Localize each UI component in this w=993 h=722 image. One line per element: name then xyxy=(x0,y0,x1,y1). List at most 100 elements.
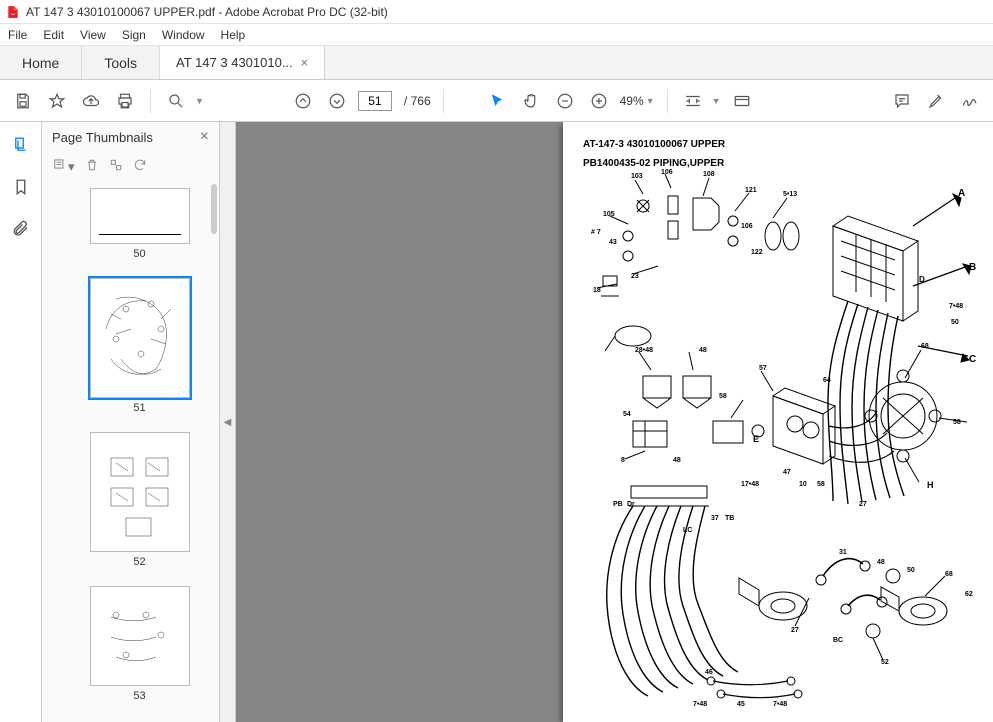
svg-text:E: E xyxy=(753,434,759,444)
svg-text:48: 48 xyxy=(673,457,681,464)
thumbnail-number: 52 xyxy=(90,556,190,568)
thumbnail-item[interactable]: 52 xyxy=(90,432,190,568)
svg-text:57: 57 xyxy=(759,365,767,372)
svg-text:52: 52 xyxy=(881,659,889,666)
svg-text:10: 10 xyxy=(799,481,807,488)
fit-dropdown-icon[interactable]: ▼ xyxy=(712,96,721,106)
close-panel-icon[interactable]: × xyxy=(200,128,209,146)
menu-sign[interactable]: Sign xyxy=(122,28,146,42)
comment-icon[interactable] xyxy=(889,88,915,114)
svg-text:18: 18 xyxy=(593,287,601,294)
find-icon[interactable] xyxy=(163,88,189,114)
zoom-select[interactable]: 49%▼ xyxy=(620,94,655,108)
svg-text:50: 50 xyxy=(951,319,959,326)
thumbnail-panel: Page Thumbnails × ▾ 50 51 xyxy=(42,122,220,722)
star-icon[interactable] xyxy=(44,88,70,114)
fit-width-icon[interactable] xyxy=(680,88,706,114)
svg-text:27: 27 xyxy=(791,627,799,634)
toolbar: ▼ / 766 49%▼ ▼ xyxy=(0,80,993,122)
svg-text:C: C xyxy=(969,354,976,365)
menu-window[interactable]: Window xyxy=(162,28,205,42)
svg-text:8: 8 xyxy=(621,457,625,464)
svg-text:TB: TB xyxy=(725,515,734,522)
trash-icon[interactable] xyxy=(85,158,99,175)
svg-text:45: 45 xyxy=(737,701,745,708)
svg-text:121: 121 xyxy=(745,187,757,194)
thumbnail-number: 50 xyxy=(90,248,190,260)
attachment-rail-icon[interactable] xyxy=(10,218,32,240)
svg-text:106: 106 xyxy=(741,223,753,230)
page-heading-1: AT-147-3 43010100067 UPPER xyxy=(583,138,981,151)
zoom-out-icon[interactable] xyxy=(552,88,578,114)
svg-text:62: 62 xyxy=(965,591,973,598)
svg-text:108: 108 xyxy=(703,171,715,178)
svg-text:31: 31 xyxy=(839,549,847,556)
document-area[interactable]: AT-147-3 43010100067 UPPER PB1400435-02 … xyxy=(236,122,993,722)
nav-home[interactable]: Home xyxy=(0,46,82,79)
thumbnail-item[interactable]: 53 xyxy=(90,586,190,702)
menu-help[interactable]: Help xyxy=(221,28,246,42)
svg-text:# 7: # 7 xyxy=(591,229,601,236)
panel-collapse-handle[interactable]: ◀ xyxy=(220,122,236,722)
highlight-icon[interactable] xyxy=(923,88,949,114)
window-title: AT 147 3 43010100067 UPPER.pdf - Adobe A… xyxy=(26,5,388,19)
svg-text:68: 68 xyxy=(945,571,953,578)
page-number-input[interactable] xyxy=(358,91,392,111)
svg-text:17•48: 17•48 xyxy=(741,481,759,488)
sign-icon[interactable] xyxy=(957,88,983,114)
zoom-in-icon[interactable] xyxy=(586,88,612,114)
svg-text:50: 50 xyxy=(907,567,915,574)
svg-text:58: 58 xyxy=(953,419,961,426)
select-tool-icon[interactable] xyxy=(484,88,510,114)
thumb-size-icon[interactable] xyxy=(109,158,123,175)
menu-edit[interactable]: Edit xyxy=(43,28,64,42)
thumbnail-tools: ▾ xyxy=(42,152,219,180)
rotate-icon[interactable] xyxy=(133,158,147,175)
window-titlebar: AT 147 3 43010100067 UPPER.pdf - Adobe A… xyxy=(0,0,993,24)
read-mode-icon[interactable] xyxy=(729,88,755,114)
page-total-label: / 766 xyxy=(404,94,431,108)
svg-text:48: 48 xyxy=(699,347,707,354)
svg-text:D: D xyxy=(919,275,925,284)
thumbnail-list[interactable]: 50 51 52 53 xyxy=(42,180,219,722)
workspace: Page Thumbnails × ▾ 50 51 xyxy=(0,122,993,722)
zoom-value: 49% xyxy=(620,94,644,108)
page-up-icon[interactable] xyxy=(290,88,316,114)
menu-view[interactable]: View xyxy=(80,28,106,42)
svg-text:48: 48 xyxy=(877,559,885,566)
document-tab[interactable]: AT 147 3 4301010... × xyxy=(160,46,325,79)
top-nav: Home Tools AT 147 3 4301010... × xyxy=(0,46,993,80)
hand-tool-icon[interactable] xyxy=(518,88,544,114)
print-icon[interactable] xyxy=(112,88,138,114)
svg-text:122: 122 xyxy=(751,249,763,256)
nav-tools[interactable]: Tools xyxy=(82,46,160,79)
scrollbar-thumb[interactable] xyxy=(211,184,217,234)
svg-text:23: 23 xyxy=(631,273,639,280)
thumbnail-item[interactable]: 51 xyxy=(90,278,190,414)
menu-file[interactable]: File xyxy=(8,28,27,42)
options-icon[interactable]: ▾ xyxy=(52,157,75,175)
svg-text:7•48: 7•48 xyxy=(693,701,707,708)
svg-text:46: 46 xyxy=(705,669,713,676)
cloud-upload-icon[interactable] xyxy=(78,88,104,114)
thumbnail-panel-title: Page Thumbnails xyxy=(52,130,153,145)
parts-diagram: 103105106 43108121 5•13106122 2318# 7 AB… xyxy=(573,166,983,721)
thumbnails-rail-icon[interactable] xyxy=(10,134,32,156)
thumbnail-panel-header: Page Thumbnails × xyxy=(42,122,219,152)
svg-text:LC: LC xyxy=(683,527,692,534)
svg-text:43: 43 xyxy=(609,239,617,246)
bookmark-rail-icon[interactable] xyxy=(10,176,32,198)
svg-text:106: 106 xyxy=(661,169,673,176)
close-tab-icon[interactable]: × xyxy=(301,55,309,70)
save-icon[interactable] xyxy=(10,88,36,114)
svg-text:B: B xyxy=(969,262,976,273)
svg-text:105: 105 xyxy=(603,211,615,218)
pdf-page: AT-147-3 43010100067 UPPER PB1400435-02 … xyxy=(563,122,993,722)
svg-text:A: A xyxy=(958,188,965,199)
separator xyxy=(443,89,444,113)
thumbnail-number: 53 xyxy=(90,690,190,702)
page-down-icon[interactable] xyxy=(324,88,350,114)
svg-text:64: 64 xyxy=(823,377,831,384)
thumbnail-item[interactable]: 50 xyxy=(90,188,190,260)
find-dropdown-icon[interactable]: ▼ xyxy=(195,96,204,106)
